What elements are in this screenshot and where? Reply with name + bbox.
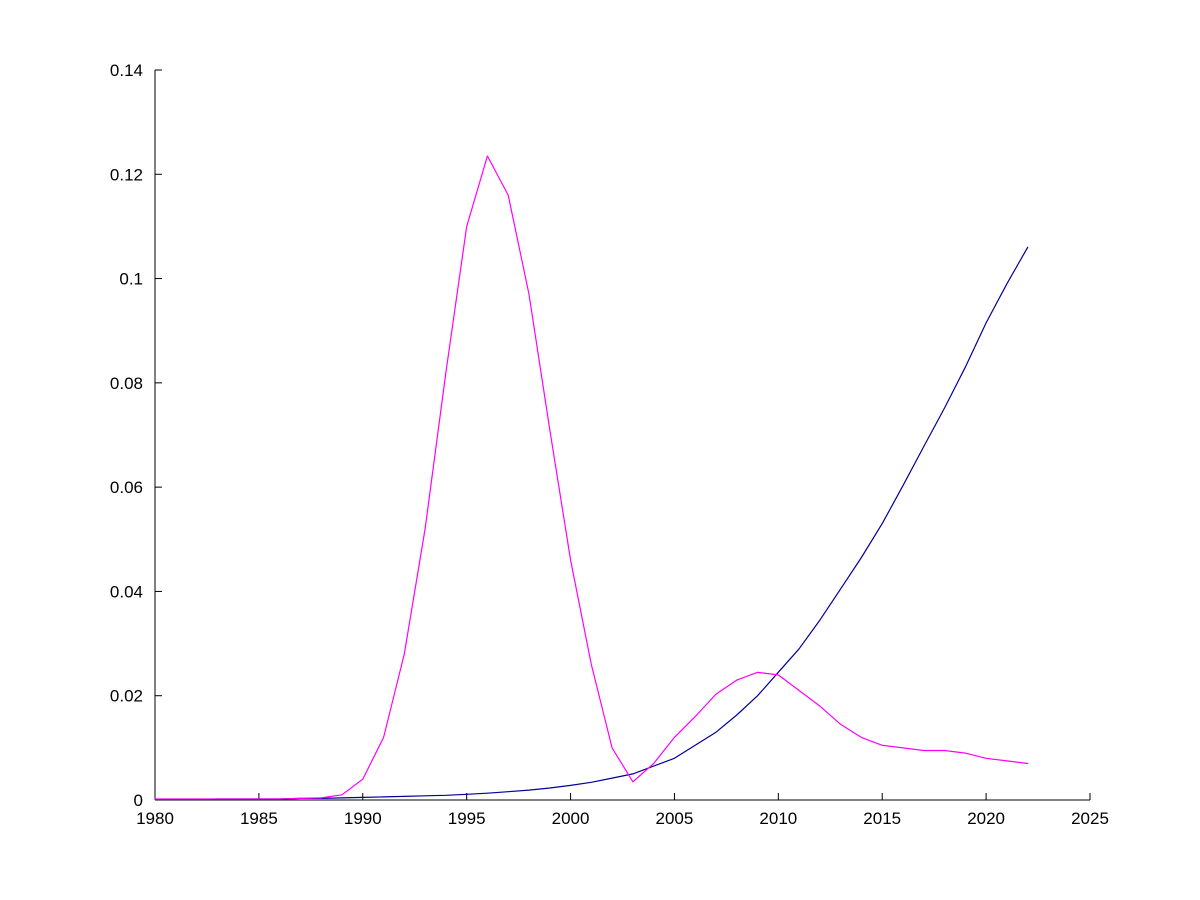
y-tick-label: 0.06 bbox=[110, 478, 143, 497]
y-tick-label: 0.14 bbox=[110, 61, 143, 80]
x-tick-label: 2015 bbox=[863, 809, 901, 828]
blue-line bbox=[154, 246, 1029, 801]
x-tick-label: 2025 bbox=[1071, 809, 1109, 828]
y-tick-label: 0.02 bbox=[110, 687, 143, 706]
x-tick-label: 2000 bbox=[552, 809, 590, 828]
y-tick-label: 0 bbox=[134, 791, 143, 810]
x-tick-label: 2005 bbox=[656, 809, 694, 828]
x-tick-label: 2010 bbox=[759, 809, 797, 828]
x-tick-label: 1990 bbox=[344, 809, 382, 828]
x-tick-label: 1980 bbox=[136, 809, 174, 828]
y-tick-label: 0.12 bbox=[110, 165, 143, 184]
magenta-line bbox=[154, 155, 1029, 800]
x-tick-label: 2020 bbox=[967, 809, 1005, 828]
x-tick-label: 1995 bbox=[448, 809, 486, 828]
x-tick-label: 1985 bbox=[240, 809, 278, 828]
y-tick-label: 0.04 bbox=[110, 582, 143, 601]
y-tick-label: 0.1 bbox=[119, 270, 143, 289]
y-tick-label: 0.08 bbox=[110, 374, 143, 393]
